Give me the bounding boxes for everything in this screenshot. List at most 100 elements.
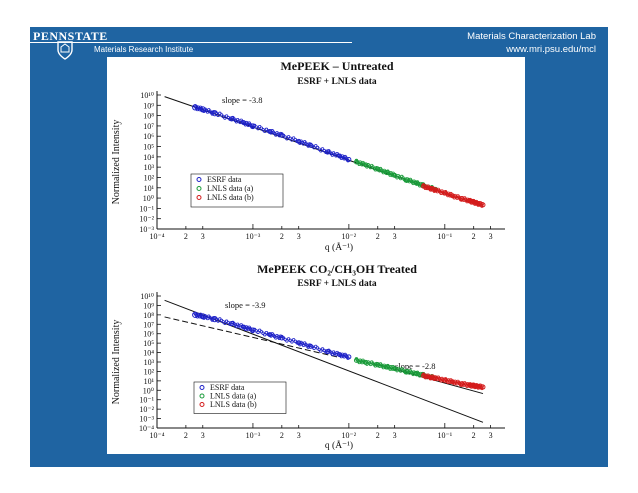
series-point	[459, 381, 465, 387]
x-tick-label: 3	[489, 431, 493, 440]
y-tick-label: 10²	[144, 367, 155, 376]
series-point	[250, 327, 256, 333]
x-tick-label: 2	[376, 431, 380, 440]
y-tick-label: 10⁻⁴	[139, 424, 154, 433]
y-tick-label: 10⁻²	[139, 405, 154, 414]
series-point	[192, 104, 199, 111]
x-tick-label: 3	[393, 431, 397, 440]
legend-box	[190, 173, 284, 208]
lab-title: Materials Characterization Lab	[467, 31, 596, 42]
x-tick-label: 3	[201, 431, 205, 440]
x-tick-label: 2	[280, 431, 284, 440]
series-point	[192, 311, 199, 318]
fit-line-label: slope = -3.8	[222, 95, 262, 105]
y-tick-label: 10²	[144, 173, 155, 182]
x-tick-label: 2	[184, 232, 188, 241]
figure-panel: MePEEK – Untreated ESRF + LNLS data 10¹⁰ 10…	[107, 57, 525, 454]
x-tick-label: 3	[297, 431, 301, 440]
y-axis-label: Normalized Intensity	[111, 120, 122, 205]
series-point	[241, 324, 247, 330]
series-point	[346, 157, 352, 163]
institute-name: Materials Research Institute	[94, 45, 194, 54]
x-tick-label: 10⁻²	[342, 431, 357, 440]
legend-label: LNLS data (a)	[207, 184, 254, 193]
series-point	[346, 354, 352, 360]
series-point	[392, 172, 398, 178]
series-point	[308, 142, 314, 148]
legend-box	[193, 381, 287, 414]
series-point	[267, 128, 273, 134]
fit-line-label: slope = -3.9	[225, 300, 265, 310]
series-point	[325, 149, 331, 155]
legend-label: ESRF data	[210, 383, 245, 392]
series-point	[296, 138, 302, 144]
data-point	[223, 321, 227, 325]
x-tick-label: 2	[472, 431, 476, 440]
y-tick-label: 10⁹	[143, 101, 154, 110]
data-point	[312, 145, 316, 150]
x-tick-label: 2	[184, 431, 188, 440]
series-point	[421, 373, 427, 379]
data-point	[223, 116, 227, 120]
data-point	[315, 145, 320, 150]
series-point	[363, 162, 369, 168]
data-point	[285, 339, 289, 343]
y-tick-label: 10⁰	[143, 386, 154, 395]
series-point	[375, 362, 381, 368]
y-tick-label: 10⁶	[143, 330, 154, 339]
penn-state-logo-text: PENNSTATE	[33, 29, 108, 43]
data-point	[312, 346, 316, 351]
y-tick-label: 10⁸	[143, 311, 154, 320]
series-point	[325, 348, 331, 354]
x-tick-label: 10⁻¹	[437, 431, 452, 440]
data-point	[346, 356, 350, 360]
y-tick-label: 10¹	[144, 184, 155, 193]
data-point	[317, 147, 321, 151]
series-band-0	[192, 311, 352, 360]
data-point	[263, 333, 267, 337]
series-point	[442, 190, 448, 196]
legend-label: LNLS data (a)	[210, 392, 257, 401]
legend-label: LNLS data (b)	[207, 193, 254, 202]
series-point	[199, 106, 206, 113]
series-point	[413, 371, 419, 377]
legend-marker	[199, 393, 205, 399]
series-point	[250, 123, 256, 129]
y-tick-label: 10¹⁰	[140, 91, 154, 100]
y-tick-label: 10⁵	[143, 143, 154, 152]
series-point	[337, 153, 343, 159]
data-point	[290, 340, 294, 344]
x-tick-label: 10⁻¹	[437, 232, 452, 241]
legend-label: ESRF data	[207, 175, 242, 184]
lab-url: www.mri.psu.edu/mcl	[506, 44, 596, 55]
series-point	[427, 185, 433, 191]
series-point	[433, 375, 439, 381]
x-tick-label: 2	[376, 232, 380, 241]
series-point	[466, 198, 472, 204]
series-point	[211, 316, 218, 323]
series-point	[384, 364, 390, 370]
y-tick-label: 10⁻³	[139, 415, 154, 424]
x-tick-label: 3	[201, 232, 205, 241]
series-point	[267, 332, 273, 338]
series-point	[404, 177, 410, 183]
y-tick-label: 10⁶	[143, 132, 154, 141]
y-tick-label: 10³	[144, 163, 155, 172]
legend-marker	[199, 385, 205, 390]
series-point	[229, 116, 235, 122]
series-point	[384, 169, 390, 175]
y-tick-label: 10⁹	[143, 301, 154, 310]
x-axis-label: q (Å⁻¹)	[325, 439, 353, 451]
x-tick-label: 10⁻³	[246, 232, 261, 241]
y-tick-label: 10³	[144, 358, 155, 367]
x-tick-label: 10⁻²	[342, 232, 357, 241]
series-point	[421, 183, 427, 189]
series-point	[337, 352, 343, 358]
series-point	[279, 335, 285, 341]
series-point	[475, 200, 481, 206]
series-point	[211, 110, 218, 117]
series-point	[459, 196, 465, 202]
series-point	[353, 159, 359, 165]
header-divider	[30, 42, 352, 43]
